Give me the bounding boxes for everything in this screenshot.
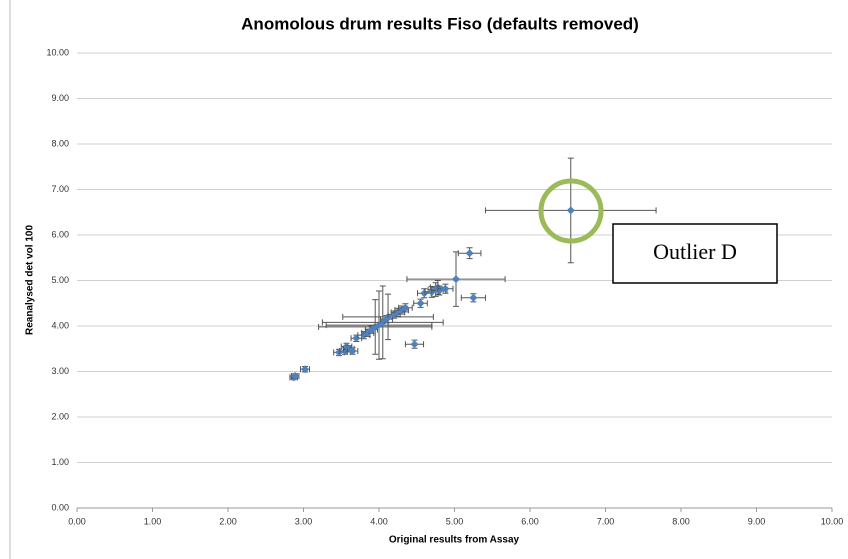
x-tick-label: 4.00 [370,516,388,526]
point [452,275,461,284]
x-error-caps [342,313,434,320]
y-tick-label: 0.00 [51,502,69,512]
point [416,299,425,308]
x-error-caps [398,304,413,311]
x-tick-label: 1.00 [144,516,162,526]
y-error-caps [417,298,424,308]
point [465,249,474,258]
x-error-caps [457,250,482,257]
point [420,289,429,298]
x-error-caps [437,285,454,292]
y-tick-label: 3.00 [51,366,69,376]
y-error-caps [442,283,449,294]
y-error-caps [385,293,392,341]
x-tick-label: 3.00 [295,516,313,526]
y-error-caps [470,293,477,303]
annotation-box [612,223,778,284]
x-error-caps [484,207,657,214]
y-error-caps [379,285,386,360]
y-tick-label: 2.00 [51,411,69,421]
y-error-caps [402,303,409,313]
y-error-caps [421,288,428,299]
y-tick-label: 6.00 [51,229,69,239]
y-tick-label: 9.00 [51,93,69,103]
y-tick-label: 4.00 [51,320,69,330]
point [441,284,450,293]
x-error-caps [346,348,359,355]
point [348,347,357,356]
x-tick-label: 0.00 [68,516,86,526]
point [291,372,300,381]
x-tick-label: 2.00 [219,516,237,526]
point [401,303,410,312]
y-tick-label: 1.00 [51,457,69,467]
point [469,293,478,302]
point [334,348,343,357]
point [301,365,310,374]
x-error-caps [460,294,486,301]
y-axis-label: Reanalysed det vol 100 [25,225,36,335]
x-tick-label: 8.00 [672,516,690,526]
x-tick-label: 9.00 [748,516,766,526]
x-error-caps [406,276,506,283]
x-tick-label: 7.00 [597,516,615,526]
y-tick-label: 5.00 [51,275,69,285]
point [410,340,419,349]
x-tick-label: 5.00 [446,516,464,526]
y-tick-label: 7.00 [51,184,69,194]
x-error-caps [325,322,433,329]
point [566,206,575,215]
chart-title: Anomolous drum results Fiso (defaults re… [241,14,639,33]
x-error-caps [299,366,311,373]
annotation: Outlier D [653,239,737,264]
y-tick-label: 10.00 [46,47,69,57]
y-error-caps [466,247,473,260]
x-tick-label: 10.00 [821,516,844,526]
x-error-caps [413,300,428,307]
y-error-caps [411,339,418,349]
y-error-caps [567,157,574,264]
y-error-caps [372,299,379,355]
x-axis-label: Original results from Assay [389,535,520,546]
x-error-caps [404,341,425,348]
x-error-caps [321,319,444,326]
x-tick-label: 6.00 [521,516,539,526]
highlight-circle [538,178,604,244]
y-tick-label: 8.00 [51,138,69,148]
